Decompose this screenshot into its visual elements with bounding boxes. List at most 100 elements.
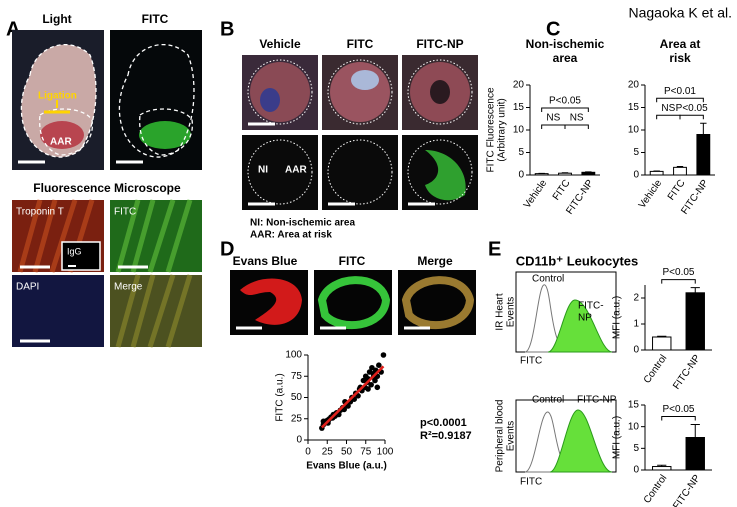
x-tick-label: 100 [377, 447, 394, 458]
image-label: Merge [114, 282, 143, 293]
y-tick-label: 0 [518, 170, 524, 181]
point [374, 384, 381, 391]
point [380, 352, 387, 358]
x-tick-label: Control [642, 473, 670, 506]
y-tick-label: 20 [513, 80, 525, 91]
micrographs [12, 199, 202, 348]
x-tick-label: Vehicle [522, 178, 550, 211]
y-axis-label: MFI (a.u.) [612, 296, 623, 339]
point [368, 381, 374, 388]
image-label: Evans Blue [233, 254, 298, 268]
x-tick-label: 0 [305, 447, 311, 458]
significance-bracket [679, 114, 704, 120]
panel-label: D [220, 238, 234, 260]
y-axis-label: MFI (a.u.) [612, 416, 623, 459]
image-label: DAPI [16, 282, 39, 293]
error-bar [690, 287, 700, 293]
hist-label: FITC-NP [577, 395, 617, 406]
bar [685, 437, 705, 471]
hist-axis-label: IR Heart [495, 293, 506, 330]
hist-axis-label: Events [506, 421, 517, 452]
y-tick-label: 15 [513, 102, 525, 113]
annotation: p<0.0001 [420, 417, 467, 429]
x-tick-label: Vehicle [637, 178, 665, 211]
panel-label: E [488, 238, 501, 260]
significance-label: P<0.05 [549, 96, 581, 107]
annotation: AAR [50, 137, 72, 148]
image-label: FITC [142, 12, 169, 26]
legend-text: AAR: Area at risk [250, 230, 332, 241]
column-label: Vehicle [259, 37, 301, 51]
x-tick-label: 75 [360, 447, 372, 458]
image-label: Merge [417, 254, 453, 268]
fitc-image [110, 30, 202, 170]
y-tick-label: 0 [633, 465, 639, 476]
histogram-2 [515, 399, 617, 473]
y-tick-label: 5 [518, 147, 524, 158]
x-tick-label: Control [642, 353, 670, 386]
region-label: AAR [285, 165, 307, 176]
significance-bracket [564, 124, 589, 129]
significance-bracket [656, 97, 704, 103]
bar [673, 166, 687, 176]
y-tick-label: 50 [291, 392, 303, 403]
bar [581, 171, 596, 176]
point [365, 386, 371, 392]
y-tick-label: 75 [291, 371, 303, 382]
y-axis-label: (Arbitrary unit) [497, 98, 508, 161]
y-tick-label: 2 [633, 293, 639, 304]
x-tick-label: 25 [322, 447, 334, 458]
x-axis-label: Evans Blue (a.u.) [306, 461, 387, 472]
light-image: Ligation AAR [12, 30, 104, 170]
x-tick-label: FITC-NP [671, 473, 703, 507]
panel-label: C [546, 18, 560, 40]
significance-label: NS [661, 103, 675, 114]
legend-text: NI: Non-ischemic area [250, 218, 355, 229]
y-tick-label: 25 [291, 413, 303, 424]
section-title: CD11b⁺ Leukocytes [516, 253, 638, 268]
significance-label: P<0.05 [663, 267, 695, 278]
bar [696, 134, 711, 176]
section-images [242, 55, 478, 210]
hist-axis-label: FITC [520, 477, 542, 488]
y-tick-label: 10 [513, 125, 525, 136]
error-bar [690, 424, 700, 438]
y-tick-label: 5 [633, 147, 639, 158]
annotation: R²=0.9187 [420, 430, 472, 442]
hist-label: Control [532, 274, 564, 285]
image-label: Troponin T [16, 207, 64, 218]
y-tick-label: 5 [633, 443, 639, 454]
significance-bracket [656, 114, 681, 120]
error-bar [676, 165, 684, 168]
y-tick-label: 0 [633, 170, 639, 181]
bar [649, 170, 664, 176]
significance-label: P<0.05 [663, 404, 695, 415]
y-tick-label: 15 [628, 102, 640, 113]
hist-label: FITC- [578, 301, 604, 312]
significance-bracket [541, 124, 566, 129]
bar [652, 336, 672, 351]
section-title: Fluorescence Microscope [33, 181, 181, 195]
image-label: Light [42, 12, 71, 26]
y-axis-label: FITC (a.u.) [275, 373, 286, 421]
y-tick-label: 100 [285, 350, 302, 361]
author: Nagaoka K et al. [628, 5, 732, 21]
fit-line [320, 365, 385, 429]
point [376, 362, 382, 369]
y-tick-label: 10 [628, 125, 640, 136]
bar [652, 466, 672, 471]
bar [685, 292, 705, 351]
x-tick-label: FITC [666, 178, 688, 203]
significance-bracket [541, 107, 589, 112]
x-tick-label: FITC [551, 178, 573, 203]
y-tick-label: 1 [633, 319, 639, 330]
error-bar [657, 464, 667, 467]
chart-title: risk [669, 51, 691, 65]
significance-label: P<0.01 [664, 86, 696, 97]
y-axis-label: FITC Fluorescence [486, 87, 497, 172]
significance-bracket [661, 279, 696, 284]
significance-label: P<0.05 [676, 103, 708, 114]
hist-label: NP [578, 313, 592, 324]
x-tick-label: 50 [341, 447, 353, 458]
